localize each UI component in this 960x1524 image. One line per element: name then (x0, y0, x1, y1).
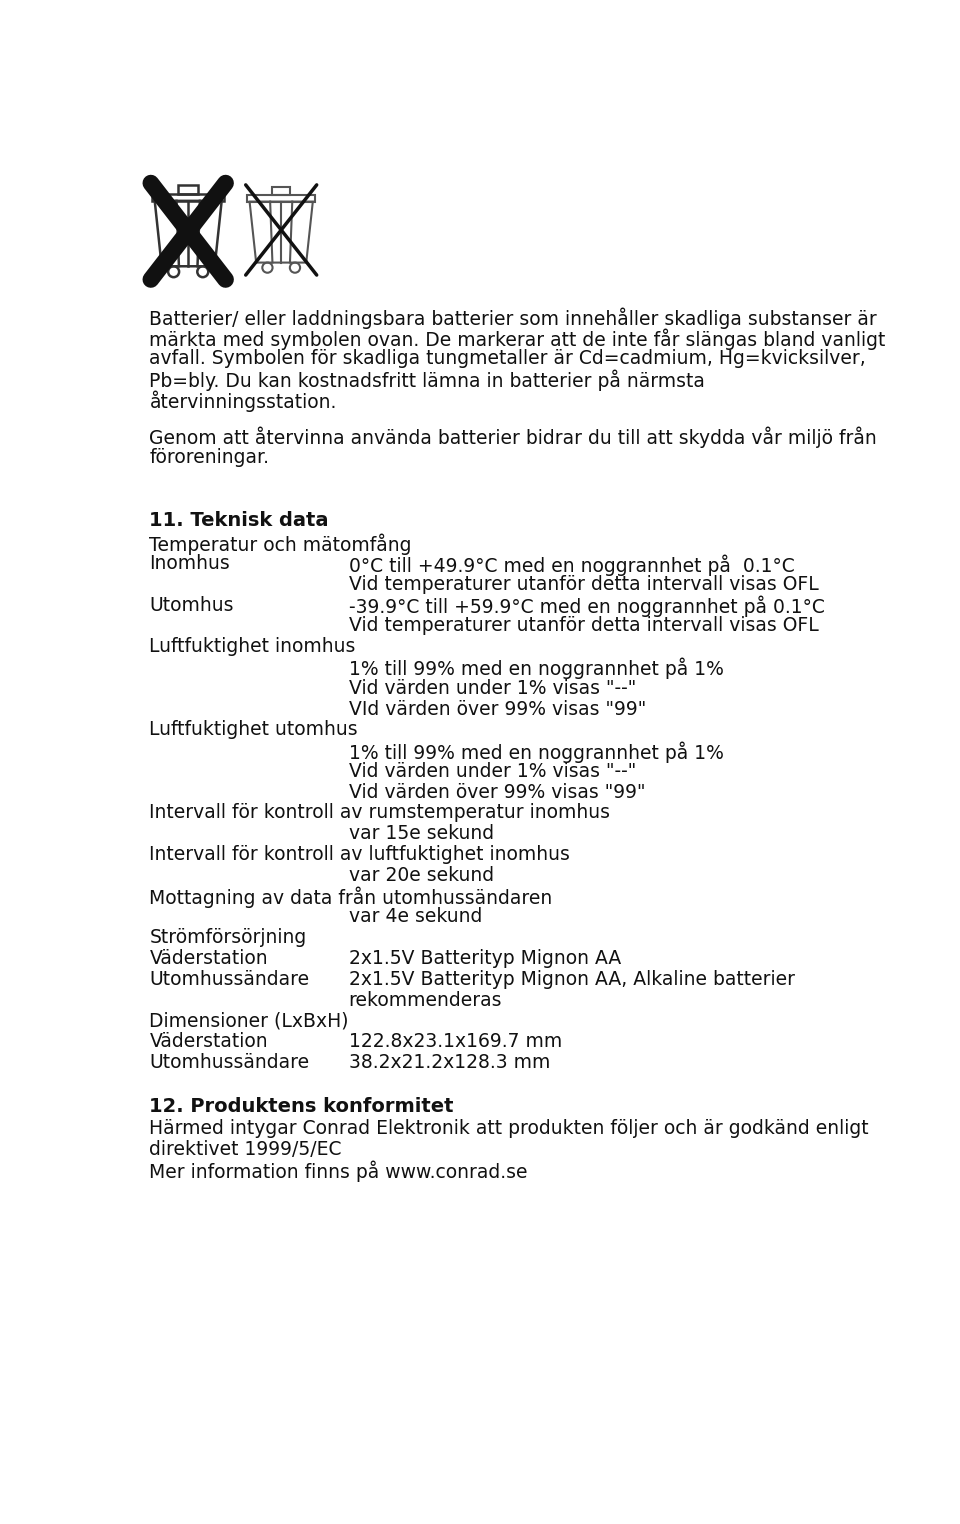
Text: rekommenderas: rekommenderas (348, 991, 502, 1009)
Text: avfall. Symbolen för skadliga tungmetaller är Cd=cadmium, Hg=kvicksilver,: avfall. Symbolen för skadliga tungmetall… (150, 349, 866, 369)
Text: Pb=bly. Du kan kostnadsfritt lämna in batterier på närmsta: Pb=bly. Du kan kostnadsfritt lämna in ba… (150, 370, 706, 392)
Text: återvinningsstation.: återvinningsstation. (150, 390, 337, 413)
Text: var 20e sekund: var 20e sekund (348, 866, 493, 885)
Text: Intervall för kontroll av luftfuktighet inomhus: Intervall för kontroll av luftfuktighet … (150, 846, 570, 864)
Text: 38.2x21.2x128.3 mm: 38.2x21.2x128.3 mm (348, 1053, 550, 1071)
Text: Batterier/ eller laddningsbara batterier som innehåller skadliga substanser är: Batterier/ eller laddningsbara batterier… (150, 308, 877, 329)
Text: Utomhus: Utomhus (150, 596, 234, 614)
Text: Temperatur och mätomfång: Temperatur och mätomfång (150, 533, 412, 555)
Text: Vid temperaturer utanför detta intervall visas OFL: Vid temperaturer utanför detta intervall… (348, 616, 818, 636)
Text: Luftfuktighet inomhus: Luftfuktighet inomhus (150, 637, 356, 657)
Text: Vid temperaturer utanför detta intervall visas OFL: Vid temperaturer utanför detta intervall… (348, 575, 818, 594)
Text: 11. Teknisk data: 11. Teknisk data (150, 511, 329, 530)
Text: -39.9°C till +59.9°C med en noggrannhet på 0.1°C: -39.9°C till +59.9°C med en noggrannhet … (348, 596, 825, 617)
Text: 12. Produktens konformitet: 12. Produktens konformitet (150, 1097, 454, 1116)
Text: Mer information finns på www.conrad.se: Mer information finns på www.conrad.se (150, 1161, 528, 1183)
Text: 0°C till +49.9°C med en noggrannhet på  0.1°C: 0°C till +49.9°C med en noggrannhet på 0… (348, 555, 794, 576)
Text: 1% till 99% med en noggrannhet på 1%: 1% till 99% med en noggrannhet på 1% (348, 741, 724, 762)
Text: 122.8x23.1x169.7 mm: 122.8x23.1x169.7 mm (348, 1032, 562, 1052)
Text: var 15e sekund: var 15e sekund (348, 824, 493, 843)
Text: Genom att återvinna använda batterier bidrar du till att skydda vår miljö från: Genom att återvinna använda batterier bi… (150, 427, 877, 448)
Text: Vid värden under 1% visas "--": Vid värden under 1% visas "--" (348, 678, 636, 698)
Text: Inomhus: Inomhus (150, 555, 230, 573)
Text: Härmed intygar Conrad Elektronik att produkten följer och är godkänd enligt: Härmed intygar Conrad Elektronik att pro… (150, 1119, 869, 1138)
Text: 2x1.5V Batterityp Mignon AA, Alkaline batterier: 2x1.5V Batterityp Mignon AA, Alkaline ba… (348, 969, 795, 989)
Text: Vid värden över 99% visas "99": Vid värden över 99% visas "99" (348, 783, 645, 802)
Text: Intervall för kontroll av rumstemperatur inomhus: Intervall för kontroll av rumstemperatur… (150, 803, 611, 823)
Text: Väderstation: Väderstation (150, 949, 268, 968)
Text: Luftfuktighet utomhus: Luftfuktighet utomhus (150, 721, 358, 739)
Text: Utomhussändare: Utomhussändare (150, 969, 309, 989)
Text: föroreningar.: föroreningar. (150, 448, 270, 466)
Text: 2x1.5V Batterityp Mignon AA: 2x1.5V Batterityp Mignon AA (348, 949, 621, 968)
Text: Dimensioner (LxBxH): Dimensioner (LxBxH) (150, 1012, 348, 1030)
Text: Strömförsörjning: Strömförsörjning (150, 928, 306, 948)
Text: var 4e sekund: var 4e sekund (348, 907, 482, 927)
Text: VId värden över 99% visas "99": VId värden över 99% visas "99" (348, 700, 646, 718)
Text: märkta med symbolen ovan. De markerar att de inte får slängas bland vanligt: märkta med symbolen ovan. De markerar at… (150, 328, 886, 351)
Text: 1% till 99% med en noggrannhet på 1%: 1% till 99% med en noggrannhet på 1% (348, 658, 724, 680)
Text: Vid värden under 1% visas "--": Vid värden under 1% visas "--" (348, 762, 636, 780)
Text: Väderstation: Väderstation (150, 1032, 268, 1052)
Text: Mottagning av data från utomhussändaren: Mottagning av data från utomhussändaren (150, 887, 553, 908)
Text: direktivet 1999/5/EC: direktivet 1999/5/EC (150, 1140, 342, 1158)
Text: Utomhussändare: Utomhussändare (150, 1053, 309, 1071)
